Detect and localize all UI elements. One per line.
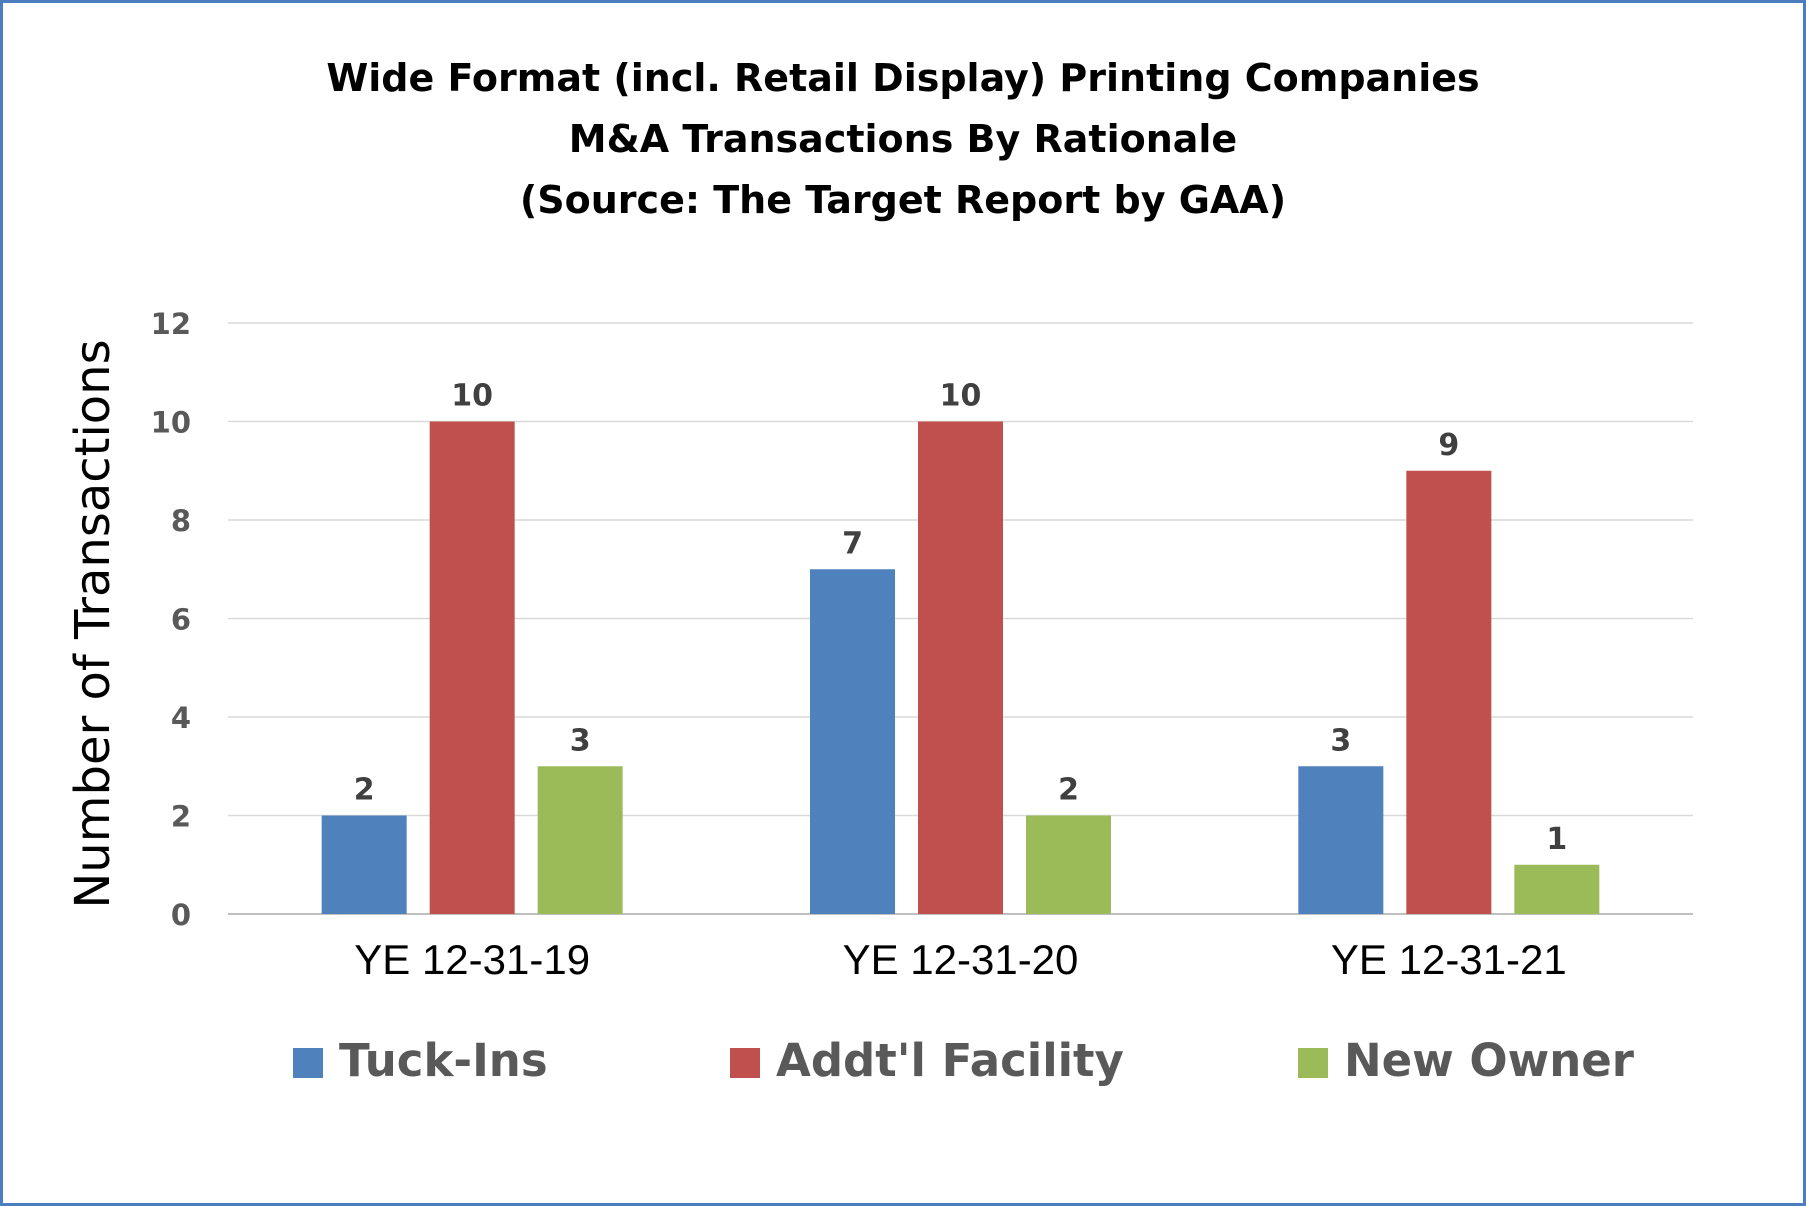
bar-chart-plot: 0 2 4 6 8 10 12 2 10 3 YE 12-31-19 7 10 2 YE 12-31-20 3… (151, 307, 1693, 983)
bar-new-owner-1 (537, 766, 623, 914)
y-tick-label: 0 (171, 898, 191, 932)
y-tick-label: 10 (151, 406, 191, 440)
data-label: 10 (940, 379, 982, 414)
bar-addt-l-facility-3 (1406, 470, 1492, 914)
data-label: 3 (570, 723, 591, 758)
chart-title-line-2: M&A Transactions By Rationale (568, 117, 1238, 161)
legend-swatch (293, 1048, 323, 1078)
bar-tuck-ins-2 (810, 569, 895, 914)
y-tick-label: 4 (171, 701, 191, 735)
chart-title-line-3: (Source: The Target Report by GAA) (519, 178, 1287, 222)
bar-new-owner-2 (1026, 815, 1111, 914)
x-tick-label: YE 12-31-20 (843, 936, 1079, 983)
bar-tuck-ins-1 (321, 815, 407, 914)
data-label: 10 (451, 379, 493, 414)
y-tick-label: 2 (171, 800, 191, 834)
bar-addt-l-facility-1 (429, 421, 515, 914)
data-label: 2 (1058, 773, 1079, 808)
bar-tuck-ins-3 (1298, 766, 1384, 914)
y-tick-label: 8 (171, 504, 191, 538)
data-label: 9 (1438, 428, 1459, 463)
data-label: 7 (842, 526, 863, 561)
chart-title-line-1: Wide Format (incl. Retail Display) Print… (326, 56, 1480, 100)
legend-label: Tuck-Ins (339, 1034, 548, 1087)
chart-title: Wide Format (incl. Retail Display) Print… (3, 48, 1803, 231)
x-tick-label: YE 12-31-19 (354, 936, 590, 983)
data-label: 3 (1330, 723, 1351, 758)
data-label: 2 (354, 773, 375, 808)
legend-label: Addt'l Facility (776, 1034, 1124, 1087)
bar-new-owner-3 (1514, 864, 1600, 914)
data-label: 1 (1546, 822, 1567, 857)
legend-swatch (730, 1048, 760, 1078)
legend-label: New Owner (1344, 1034, 1634, 1087)
chart-legend: Tuck-Ins Addt'l Facility New Owner (3, 1028, 1803, 1098)
x-tick-label: YE 12-31-21 (1331, 936, 1567, 983)
bar-addt-l-facility-2 (918, 421, 1003, 914)
y-tick-label: 12 (151, 307, 191, 341)
legend-swatch (1298, 1048, 1328, 1078)
y-tick-label: 6 (171, 603, 191, 637)
